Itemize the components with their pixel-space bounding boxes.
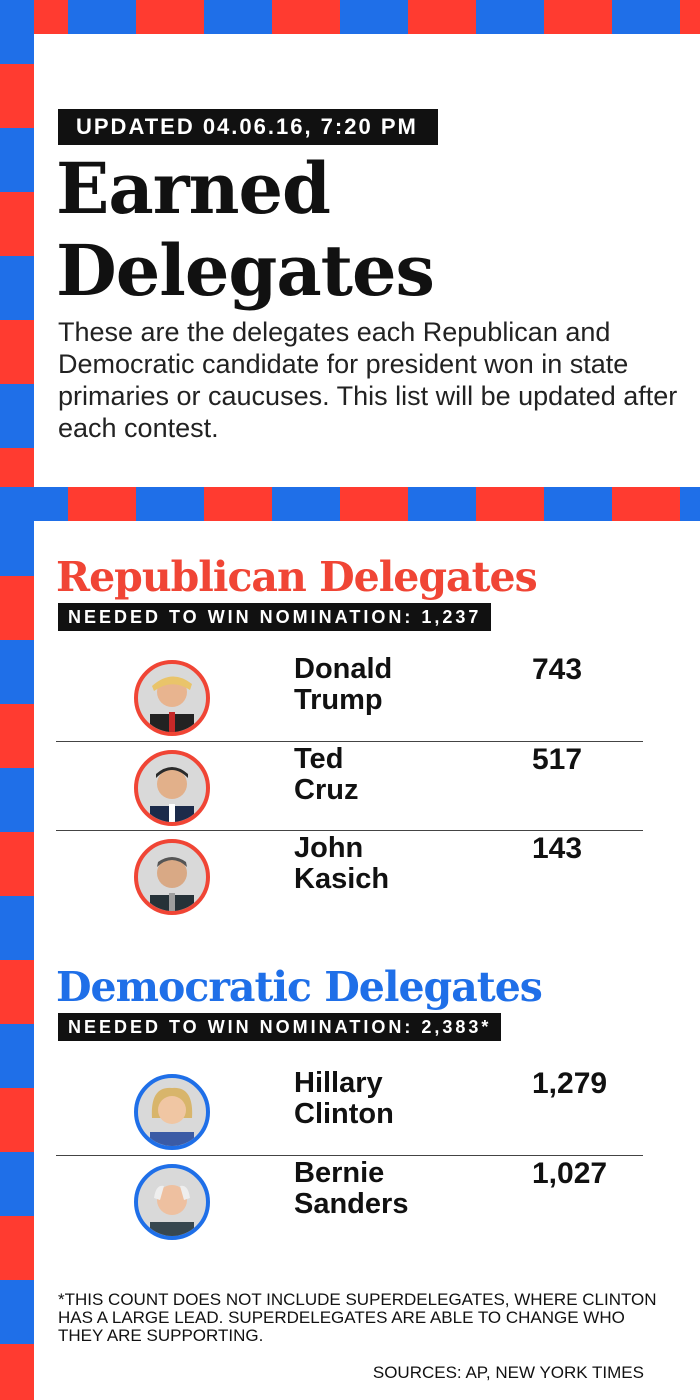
- democratic-needed-badge: NEEDED TO WIN NOMINATION: 2,383*: [58, 1013, 502, 1041]
- candidate-name: Donald Trump: [294, 654, 474, 716]
- republican-section-title: Republican Delegates: [56, 553, 538, 601]
- delegate-count: 143: [532, 832, 583, 865]
- top-stripe-border: [0, 0, 700, 34]
- candidate-name: Hillary Clinton: [294, 1068, 474, 1130]
- candidate-last-name: Sanders: [294, 1188, 409, 1220]
- sources-credit: SOURCES: AP, NEW YORK TIMES: [372, 1363, 644, 1382]
- trump-avatar: [134, 660, 210, 736]
- candidate-row-sanders: Bernie Sanders 1,027: [56, 1155, 643, 1246]
- candidate-name: John Kasich: [294, 833, 474, 895]
- candidate-last-name: Trump: [294, 684, 383, 716]
- delegate-count: 743: [532, 653, 583, 686]
- title-line-1: Earned: [56, 147, 331, 230]
- candidate-last-name: Kasich: [294, 863, 390, 895]
- candidate-row-trump: Donald Trump 743: [56, 652, 643, 742]
- candidate-first-name: Hillary: [294, 1067, 383, 1099]
- sanders-avatar: [134, 1164, 210, 1240]
- page-title: Earned Delegates: [56, 147, 435, 312]
- delegate-count: 1,027: [532, 1157, 608, 1190]
- footnote: *This count does not include superdelega…: [58, 1290, 657, 1345]
- candidate-first-name: Ted: [294, 743, 344, 775]
- kasich-avatar: [134, 839, 210, 915]
- candidate-row-kasich: John Kasich 143: [56, 830, 643, 921]
- clinton-avatar: [134, 1074, 210, 1150]
- candidate-row-clinton: Hillary Clinton 1,279: [56, 1066, 643, 1156]
- candidate-row-cruz: Ted Cruz 517: [56, 741, 643, 832]
- candidate-name: Ted Cruz: [294, 744, 474, 806]
- delegate-count: 1,279: [532, 1067, 608, 1100]
- left-stripe-border: [0, 0, 34, 1400]
- republican-needed-badge: NEEDED TO WIN NOMINATION: 1,237: [58, 603, 492, 631]
- candidate-first-name: John: [294, 832, 364, 864]
- democratic-section-title: Democratic Delegates: [56, 963, 543, 1011]
- title-line-2: Delegates: [56, 229, 435, 312]
- cruz-avatar: [134, 750, 210, 826]
- candidate-last-name: Cruz: [294, 774, 359, 806]
- candidate-name: Bernie Sanders: [294, 1158, 474, 1220]
- candidate-last-name: Clinton: [294, 1098, 394, 1130]
- updated-badge: UPDATED 04.06.16, 7:20 PM: [58, 109, 438, 145]
- candidate-first-name: Donald: [294, 653, 393, 685]
- section-divider-stripe: [0, 487, 700, 521]
- description: These are the delegates each Republican …: [58, 317, 678, 443]
- delegate-count: 517: [532, 743, 583, 776]
- candidate-first-name: Bernie: [294, 1157, 385, 1189]
